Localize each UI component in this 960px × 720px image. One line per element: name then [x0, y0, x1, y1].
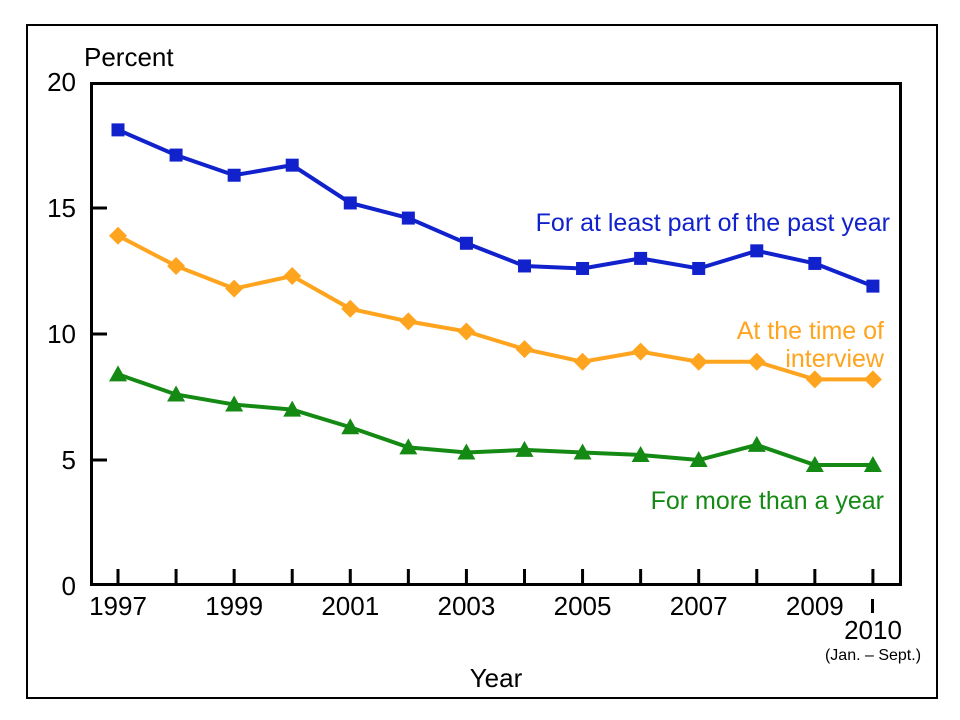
x-tick-label: 2007 — [669, 591, 728, 621]
x-tick-label: 2005 — [553, 591, 612, 621]
series-label-part-of-past-year: For at least part of the past year — [535, 209, 890, 237]
series-label-line-2: interview — [785, 345, 884, 373]
x-axis-title: Year — [469, 663, 523, 693]
final-year-tick-mark — [871, 599, 874, 613]
series-label-more-than-a-year: For more than a year — [650, 487, 884, 515]
figure-border — [26, 24, 938, 699]
x-tick-label: 1997 — [89, 591, 147, 621]
y-tick-label: 15 — [47, 193, 76, 223]
x-tick-label: 2003 — [437, 591, 496, 621]
x-tick-label: 2001 — [321, 591, 380, 621]
final-year-tick-label: 2010 — [844, 615, 902, 645]
series-label-at-time-of-interview: At the time of interview — [737, 317, 884, 373]
plot-area — [90, 82, 902, 586]
y-tick-label: 0 — [61, 571, 76, 601]
y-tick-label: 5 — [61, 445, 76, 475]
series-label-line-1: At the time of — [736, 317, 884, 345]
y-tick-label: 20 — [47, 67, 76, 97]
y-tick-label: 10 — [47, 319, 76, 349]
x-tick-label: 1999 — [205, 591, 264, 621]
y-axis-title: Percent — [84, 42, 174, 72]
x-tick-label: 2009 — [785, 591, 844, 621]
final-year-tick-sublabel: (Jan. – Sept.) — [824, 647, 922, 664]
